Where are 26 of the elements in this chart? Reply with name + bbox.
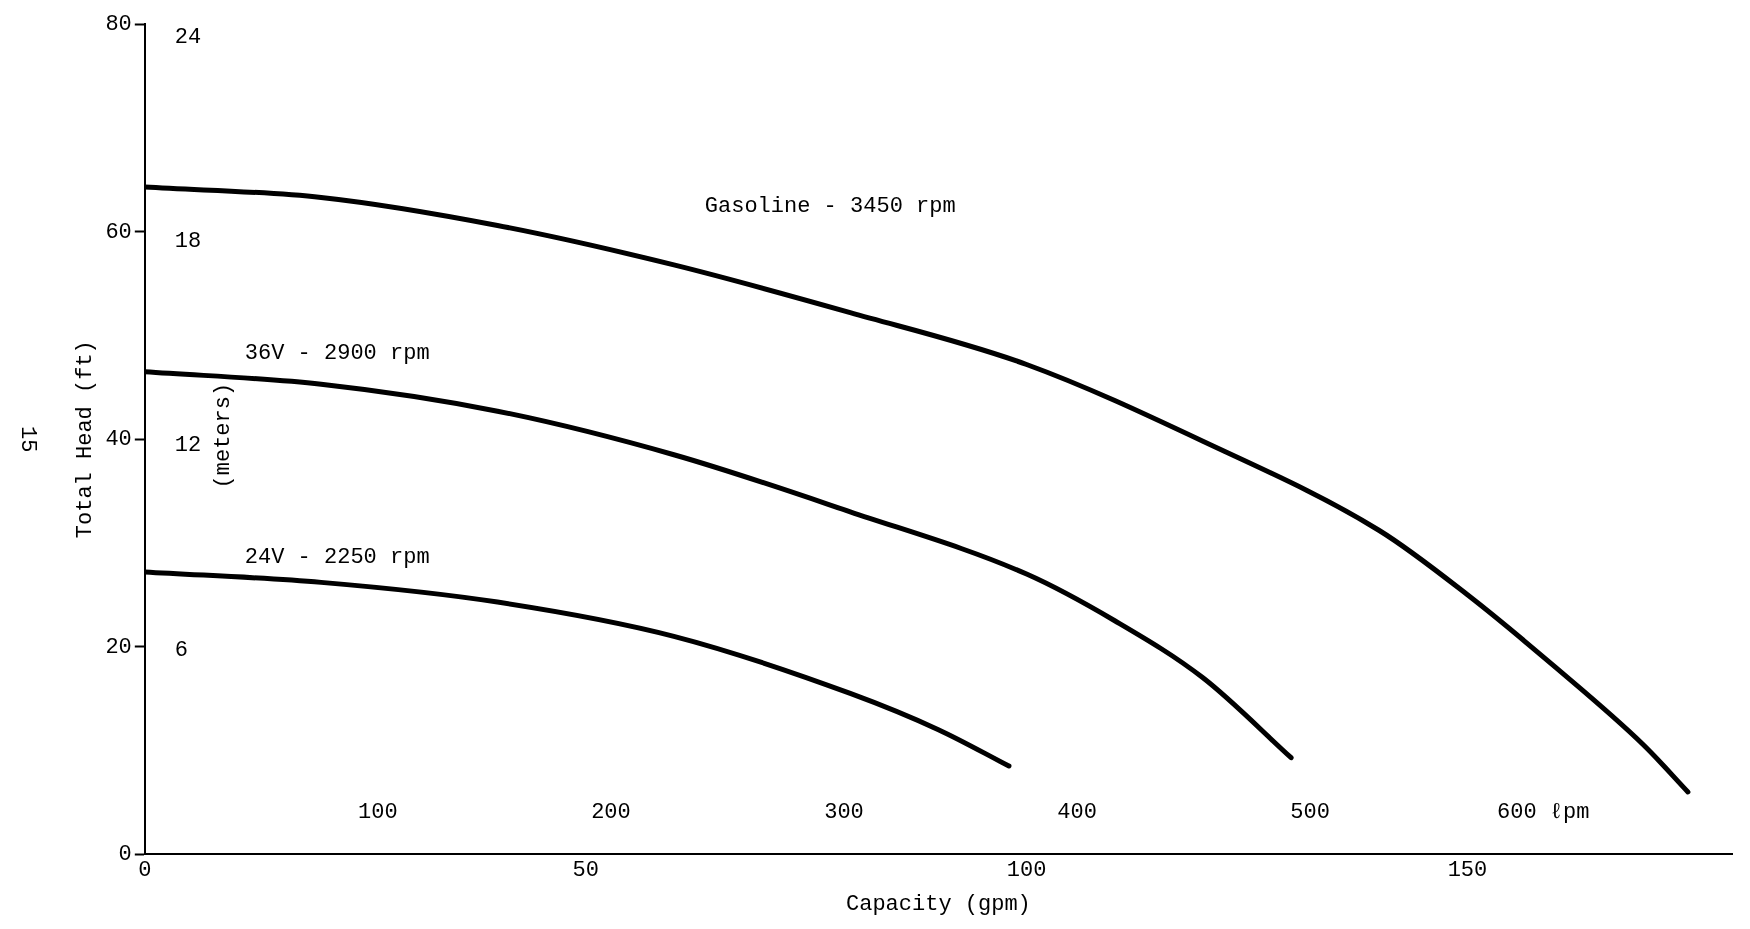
y2-tick-label: 6 <box>174 637 189 663</box>
y2-tick-label: 12 <box>174 433 202 459</box>
y-axis-title: Total Head (ft) <box>73 340 99 539</box>
y2-tick-label: 18 <box>174 229 202 255</box>
y2-axis-title: (meters) <box>210 382 236 489</box>
y-tick-label: 0 <box>118 842 132 868</box>
y-tick-label: 40 <box>105 427 132 453</box>
x-tick-label: 150 <box>1447 858 1488 884</box>
y-tick-label: 60 <box>105 219 132 245</box>
text: 15 <box>15 426 41 453</box>
x-tick-label: 50 <box>572 858 599 884</box>
x2-tick-label: 300 <box>824 800 864 826</box>
series-label: 24V - 2250 rpm <box>244 544 430 570</box>
y-tick-label: 20 <box>105 634 132 660</box>
x-axis-title: Capacity (gpm) <box>845 891 1031 917</box>
x-tick-label: 100 <box>1006 858 1047 884</box>
series-label: 36V - 2900 rpm <box>244 340 430 366</box>
x2-tick-label: 200 <box>591 800 631 826</box>
text: Gasoline - 3450 rpm <box>704 193 956 219</box>
x2-tick-label: 100 <box>358 800 398 826</box>
x-tick-label: 0 <box>138 858 152 884</box>
x2-tick-label: 600 ℓpm <box>1497 800 1590 826</box>
x2-tick-label: 400 <box>1057 800 1097 826</box>
x2-tick-label: 500 <box>1290 800 1330 826</box>
y2-tick-label: 24 <box>174 24 202 50</box>
y-tick-label: 80 <box>105 12 132 38</box>
